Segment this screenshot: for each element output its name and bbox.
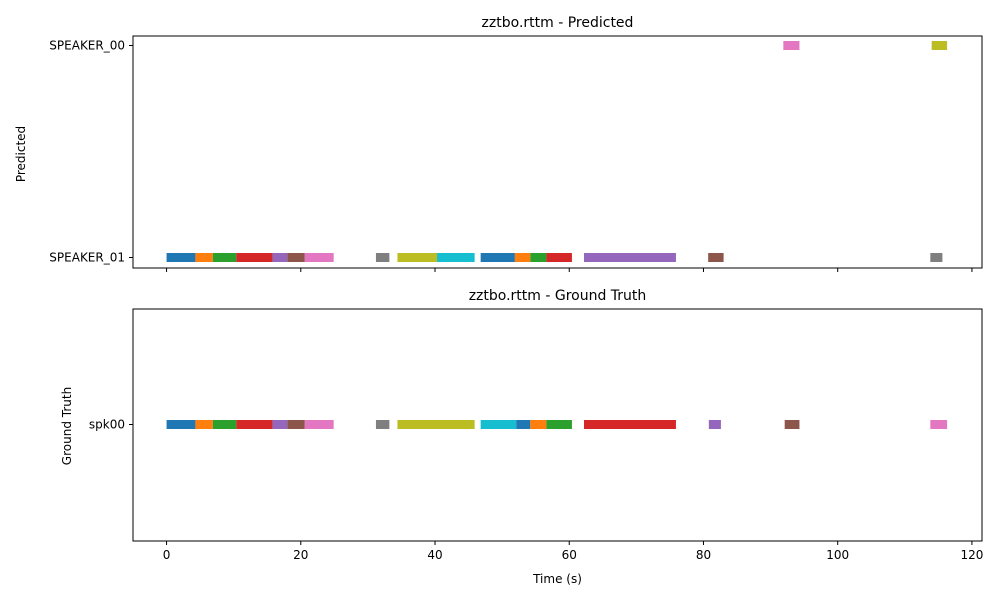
predicted-segment	[480, 253, 515, 262]
x-tick-label: 40	[427, 548, 442, 562]
ground-truth-segment	[480, 420, 517, 429]
ground-truth-segment	[304, 420, 334, 429]
predicted-segment	[236, 253, 273, 262]
ground-truth-segment	[546, 420, 572, 429]
ground-truth-segment	[930, 420, 948, 429]
ground-truth-segment	[212, 420, 237, 429]
predicted-segment	[375, 253, 390, 262]
x-tick-label: 120	[960, 548, 983, 562]
ground-truth-panel-ylabel: Ground Truth	[60, 387, 74, 465]
predicted-y-tick-label: SPEAKER_00	[49, 39, 125, 53]
predicted-segment	[708, 253, 724, 262]
predicted-segments	[166, 41, 948, 262]
x-axis-label: Time (s)	[532, 572, 582, 586]
x-tick-label: 80	[696, 548, 711, 562]
predicted-segment	[584, 253, 676, 262]
predicted-x-ticks	[166, 268, 973, 272]
x-tick-label: 0	[163, 548, 171, 562]
predicted-y-tick-label: SPEAKER_01	[49, 251, 125, 265]
predicted-segment	[287, 253, 305, 262]
predicted-segment	[166, 253, 196, 262]
ground-truth-panel: zztbo.rttm - Ground Truth Ground Truth s…	[60, 288, 983, 562]
ground-truth-panel-title: zztbo.rttm - Ground Truth	[469, 288, 647, 304]
ground-truth-segment	[584, 420, 676, 429]
ground-truth-y-tick-labels: spk00	[89, 418, 133, 432]
predicted-segment	[272, 253, 288, 262]
ground-truth-segment	[397, 420, 475, 429]
ground-truth-segment	[375, 420, 390, 429]
ground-truth-axes-frame	[132, 308, 983, 542]
ground-truth-y-tick-label: spk00	[89, 418, 125, 432]
x-tick-label: 100	[826, 548, 849, 562]
ground-truth-segment	[516, 420, 531, 429]
ground-truth-segment	[195, 420, 213, 429]
predicted-segment	[546, 253, 572, 262]
ground-truth-x-ticks: 0 20 40 60 80 100 120	[163, 541, 983, 562]
x-tick-label: 60	[562, 548, 577, 562]
predicted-segment	[930, 253, 943, 262]
ground-truth-segment	[530, 420, 547, 429]
predicted-segment	[514, 253, 531, 262]
predicted-segment	[304, 253, 334, 262]
predicted-y-tick-labels: SPEAKER_01 SPEAKER_00	[49, 39, 133, 265]
ground-truth-segment	[287, 420, 305, 429]
predicted-segment	[195, 253, 213, 262]
predicted-segment	[530, 253, 547, 262]
predicted-segment	[783, 41, 800, 50]
x-tick-label: 20	[293, 548, 308, 562]
ground-truth-segment	[708, 420, 721, 429]
ground-truth-segment	[272, 420, 288, 429]
predicted-segment	[397, 253, 438, 262]
predicted-axes-frame	[132, 35, 983, 269]
predicted-segment	[437, 253, 475, 262]
ground-truth-segment	[166, 420, 196, 429]
predicted-segment	[931, 41, 948, 50]
predicted-panel: zztbo.rttm - Predicted Predicted SPEAKER…	[14, 15, 983, 272]
predicted-panel-ylabel: Predicted	[14, 126, 28, 182]
predicted-panel-title: zztbo.rttm - Predicted	[482, 15, 634, 31]
ground-truth-segments	[166, 420, 948, 429]
ground-truth-segment	[236, 420, 273, 429]
predicted-segment	[212, 253, 237, 262]
ground-truth-segment	[784, 420, 800, 429]
